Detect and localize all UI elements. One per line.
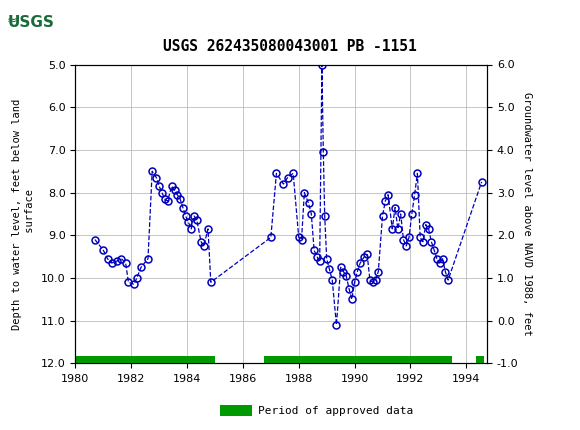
Text: Period of approved data: Period of approved data — [258, 405, 414, 416]
Bar — [75, 356, 215, 363]
FancyBboxPatch shape — [5, 3, 63, 42]
Text: USGS: USGS — [8, 15, 55, 30]
Y-axis label: Depth to water level, feet below land
 surface: Depth to water level, feet below land su… — [12, 98, 35, 329]
Bar — [476, 356, 484, 363]
Text: USGS 262435080043001 PB -1151: USGS 262435080043001 PB -1151 — [163, 39, 417, 54]
Bar — [264, 356, 452, 363]
Y-axis label: Groundwater level above NAVD 1988, feet: Groundwater level above NAVD 1988, feet — [523, 92, 532, 336]
Text: ≈: ≈ — [6, 14, 17, 27]
